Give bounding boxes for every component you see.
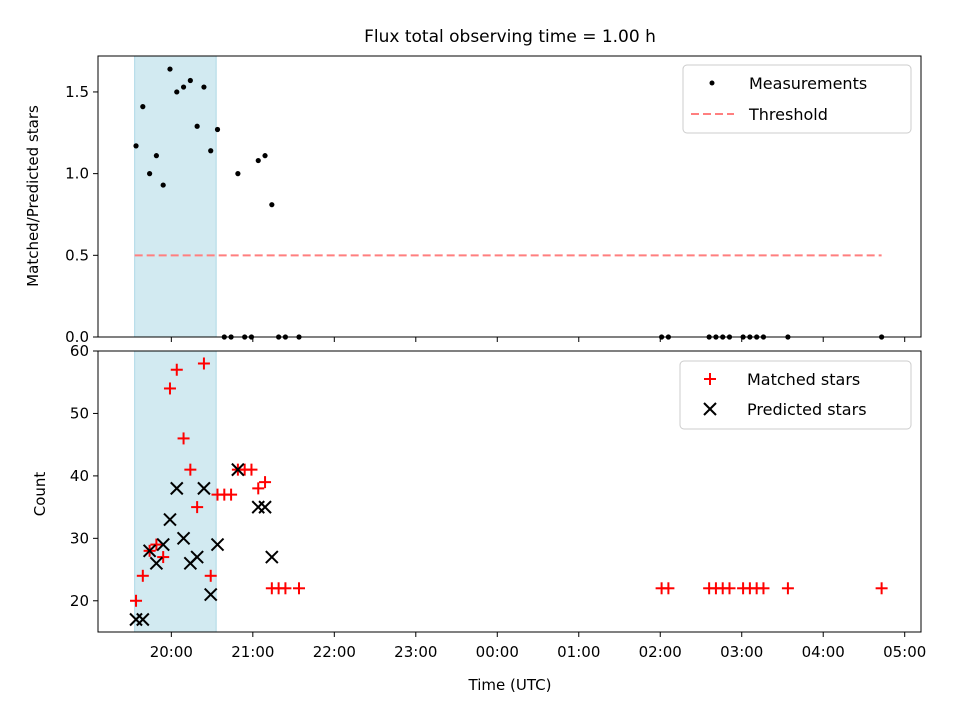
measurement-point bbox=[133, 143, 139, 149]
matched-star-point bbox=[662, 582, 675, 595]
matched-star-point bbox=[204, 569, 217, 582]
matched-star-point bbox=[163, 382, 176, 395]
matched-star-point bbox=[197, 357, 210, 370]
predicted-star-point bbox=[265, 550, 279, 564]
xtick-label: 00:00 bbox=[476, 643, 519, 661]
top-shaded-interval bbox=[134, 55, 217, 338]
xtick-label: 02:00 bbox=[639, 643, 682, 661]
matched-star-point bbox=[259, 476, 272, 489]
count-points bbox=[129, 357, 888, 627]
measurement-points bbox=[133, 66, 885, 340]
predicted-star-point bbox=[258, 500, 272, 514]
measurement-point bbox=[208, 148, 214, 154]
x-axis-label: Time (UTC) bbox=[468, 676, 552, 694]
top-legend: Measurements Threshold bbox=[682, 64, 912, 134]
bottom-panel: 20 30 40 50 60 20:00 21:00 22:00 23:00 00:00 01:00… bbox=[31, 342, 926, 694]
matched-star-point bbox=[225, 488, 238, 501]
predicted-star-point bbox=[142, 544, 157, 558]
measurement-point bbox=[180, 84, 187, 90]
matched-star-point bbox=[279, 582, 292, 595]
measurement-point bbox=[167, 66, 173, 72]
measurement-point bbox=[153, 153, 159, 159]
top-ytick-label: 1.5 bbox=[65, 83, 89, 101]
bottom-ytick-label: 30 bbox=[70, 529, 89, 547]
xtick-label: 04:00 bbox=[802, 643, 845, 661]
matched-star-point bbox=[130, 594, 143, 607]
matched-star-point bbox=[150, 538, 163, 551]
matched-star-point bbox=[292, 582, 305, 595]
measurement-point bbox=[147, 171, 153, 177]
xtick-label: 21:00 bbox=[231, 643, 274, 661]
top-axes-frame bbox=[97, 55, 922, 338]
measurement-point bbox=[214, 126, 221, 133]
bottom-ytick-label: 20 bbox=[70, 592, 89, 610]
predicted-star-point bbox=[149, 556, 164, 571]
xtick-label: 05:00 bbox=[883, 643, 926, 661]
measurements-legend-label: Measurements bbox=[749, 74, 867, 93]
measurement-point bbox=[140, 104, 146, 110]
matched-star-point bbox=[757, 582, 770, 595]
bottom-legend: Matched stars Predicted stars bbox=[679, 360, 912, 430]
predicted-star-point bbox=[204, 587, 218, 602]
matched-star-point bbox=[136, 569, 149, 582]
measurement-point bbox=[235, 171, 241, 177]
measurement-point bbox=[262, 153, 268, 159]
matched-star-point bbox=[252, 482, 265, 495]
matched-star-point bbox=[170, 363, 183, 376]
top-panel: Flux total observing time = 1.00 h 0.00.… bbox=[24, 27, 922, 346]
xtick-label: 20:00 bbox=[150, 643, 193, 661]
measurement-point bbox=[160, 182, 166, 188]
predicted-star-point bbox=[231, 462, 245, 477]
measurement-point bbox=[201, 84, 207, 90]
matched-star-point bbox=[177, 432, 190, 445]
matched-legend-marker bbox=[704, 373, 716, 385]
xtick-label: 23:00 bbox=[394, 643, 437, 661]
matched-star-point bbox=[723, 582, 736, 595]
predicted-star-point bbox=[176, 531, 191, 546]
predicted-star-point bbox=[136, 612, 150, 627]
measurement-point bbox=[269, 202, 275, 208]
xtick-label: 01:00 bbox=[557, 643, 600, 661]
measurement-point bbox=[174, 89, 180, 95]
top-y-axis-label: Matched/Predicted stars bbox=[24, 105, 42, 287]
measurement-point bbox=[187, 77, 193, 84]
measurement-point bbox=[255, 157, 261, 164]
matched-star-point bbox=[191, 501, 204, 514]
bottom-ytick-label: 60 bbox=[70, 342, 89, 360]
top-ytick-label: 1.0 bbox=[65, 165, 89, 183]
bottom-shaded-interval bbox=[134, 350, 217, 633]
top-ytick-label: 0.0 bbox=[65, 328, 89, 346]
bottom-ticks: 20 30 40 50 60 20:00 21:00 22:00 23:00 00:00 01:00… bbox=[70, 342, 926, 661]
matched-legend-label: Matched stars bbox=[747, 370, 860, 389]
threshold-legend-label: Threshold bbox=[748, 105, 828, 124]
predicted-legend-label: Predicted stars bbox=[747, 400, 867, 419]
measurements-legend-marker bbox=[709, 80, 715, 86]
predicted-star-point bbox=[163, 512, 177, 527]
bottom-ytick-label: 50 bbox=[70, 404, 89, 422]
matched-star-point bbox=[245, 463, 258, 476]
predicted-star-point bbox=[190, 550, 204, 564]
measurement-point bbox=[194, 123, 200, 129]
xtick-label: 22:00 bbox=[313, 643, 356, 661]
predicted-star-point bbox=[197, 481, 211, 496]
predicted-star-point bbox=[156, 537, 170, 552]
matched-star-point bbox=[781, 582, 794, 595]
predicted-star-point bbox=[210, 537, 225, 552]
top-ticks: 0.0 0.5 1.0 1.5 bbox=[65, 83, 906, 346]
top-ytick-label: 0.5 bbox=[65, 246, 89, 264]
matched-star-point bbox=[875, 582, 888, 595]
predicted-star-point bbox=[170, 481, 184, 496]
xtick-label: 03:00 bbox=[720, 643, 763, 661]
matched-star-point bbox=[184, 463, 197, 476]
matched-star-point bbox=[157, 551, 170, 564]
bottom-ytick-label: 40 bbox=[70, 467, 89, 485]
bottom-legend-box bbox=[679, 360, 912, 430]
bottom-axes-frame bbox=[97, 350, 922, 633]
bottom-y-axis-label: Count bbox=[31, 472, 49, 517]
chart-title: Flux total observing time = 1.00 h bbox=[364, 27, 656, 47]
top-legend-box bbox=[682, 64, 912, 134]
predicted-legend-marker bbox=[703, 402, 717, 416]
